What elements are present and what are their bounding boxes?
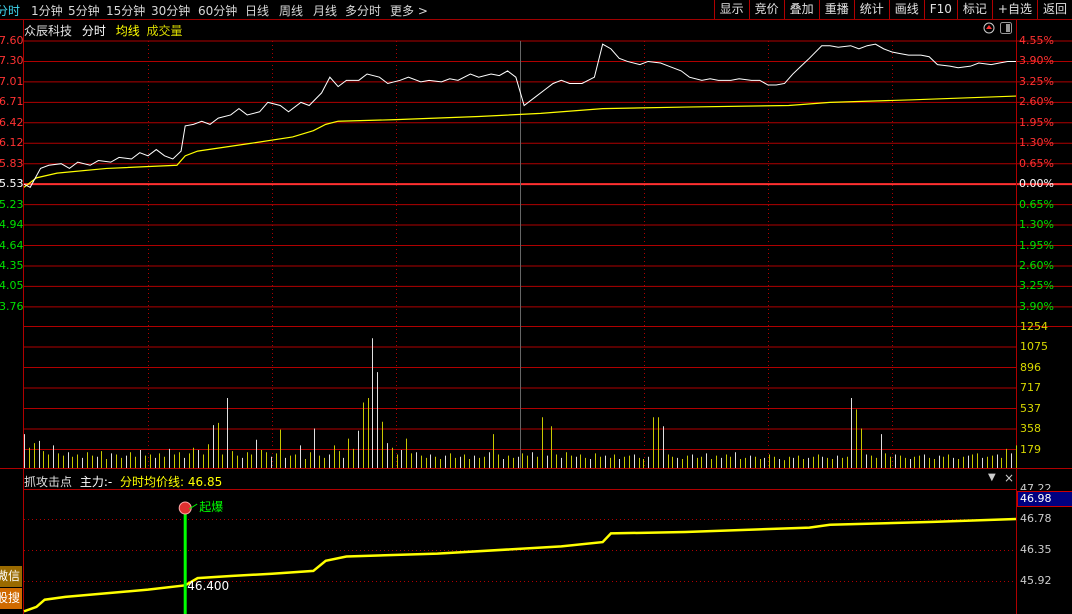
price-axis-label: 5.23 [0,197,24,211]
pct-axis-label: 3.25% [1019,279,1054,293]
signal-pointer [188,503,198,510]
signal-label: 起爆 [199,500,224,514]
toolbar-button-6[interactable]: F10 [923,0,957,19]
toolbar-button-9[interactable]: 返回 [1036,0,1072,19]
volume-axis-label: 537 [1020,401,1041,415]
indicator-axis-label: 46.78 [1020,512,1052,525]
legend-fenshi[interactable]: 分时 [81,24,106,38]
period-tab-9[interactable]: 多分时 [345,4,382,18]
signal-value: 46.400 [187,579,230,593]
period-tab-10[interactable]: 更多 > [390,4,428,18]
toolbar-button-4[interactable]: 统计 [853,0,889,19]
pct-axis-label: 3.90% [1019,299,1054,313]
legend-volume[interactable]: 成交量 [146,24,183,38]
price-axis-label: 4.05 [0,279,24,293]
pct-axis-label: 1.95% [1019,115,1054,129]
signal-ball-icon [178,501,192,515]
price-axis-label: 7.01 [0,74,24,88]
legend-avg-line[interactable]: 均线 [115,24,140,38]
volume-axis-label: 896 [1020,360,1041,374]
price-axis-label: 3.76 [0,299,24,313]
current-price-badge: 46.98 [1017,491,1072,507]
price-axis-label: 4.64 [0,238,24,252]
close-icon[interactable]: × [1004,471,1015,485]
pct-axis-label: 1.30% [1019,136,1054,150]
pct-axis-label: 3.25% [1019,74,1054,88]
period-tab-0[interactable]: 分时 [0,4,21,18]
period-tab-7[interactable]: 周线 [279,4,304,18]
toolbar-button-1[interactable]: 竞价 [748,0,784,19]
period-tab-1[interactable]: 1分钟 [31,4,63,18]
price-axis-label: 5.83 [0,156,24,170]
price-axis-label: 6.12 [0,136,24,150]
period-tab-8[interactable]: 月线 [313,4,338,18]
pct-axis-label: 2.60% [1019,258,1054,272]
toolbar-button-7[interactable]: 标记 [956,0,992,19]
toolbar-button-2[interactable]: 叠加 [783,0,819,19]
toolbar-button-3[interactable]: 重播 [818,0,854,19]
avg-price-indicator-line [23,517,1017,613]
chart-title: 众辰科技 分时 均线 成交量 [24,22,189,39]
panel-toggle-icon[interactable] [1000,22,1012,37]
dropdown-icon[interactable]: ▼ [988,472,996,483]
period-tab-2[interactable]: 5分钟 [68,4,100,18]
pct-axis-label: 3.90% [1019,54,1054,68]
side-button-wechat[interactable]: 微信 [0,566,22,587]
volume-axis-label: 1254 [1020,319,1048,333]
period-tab-5[interactable]: 60分钟 [198,4,238,18]
toolbar-button-0[interactable]: 显示 [713,0,749,19]
period-tab-4[interactable]: 30分钟 [151,4,191,18]
volume-axis-label: 179 [1020,442,1041,456]
price-axis-label: 6.71 [0,95,24,109]
main-force-value: 主力:- [79,475,113,489]
pct-axis-label: 0.00% [1019,177,1054,191]
price-axis-label: 5.53 [0,177,24,191]
volume-axis-label: 1075 [1020,340,1048,353]
indicator-header: 抓攻击点 主力:- 分时均价线: 46.85 [24,473,222,490]
pct-axis-label: 4.55% [1019,34,1054,47]
toolbar-button-5[interactable]: 画线 [888,0,924,19]
side-button-search[interactable]: 股搜 [0,588,22,609]
stock-name: 众辰科技 [24,24,73,38]
price-axis-label: 7.60 [0,34,24,47]
volume-axis-label: 717 [1020,381,1041,394]
pct-axis-label: 2.60% [1019,95,1054,109]
pct-axis-label: 0.65% [1019,156,1054,170]
avg-price-line [23,95,1017,188]
period-tab-3[interactable]: 15分钟 [106,4,146,18]
indicator-title: 抓攻击点 [24,475,73,489]
price-line [23,43,1016,188]
indicator-axis-label: 46.35 [1020,543,1052,556]
price-axis-label: 6.42 [0,115,24,129]
price-axis-label: 7.30 [0,54,24,68]
pct-axis-label: 1.95% [1019,238,1054,252]
scroll-up-icon[interactable] [983,22,995,37]
toolbar-button-8[interactable]: +自选 [991,0,1037,19]
pct-axis-label: 0.65% [1019,197,1054,211]
price-axis-label: 4.35 [0,258,24,272]
pct-axis-label: 1.30% [1019,218,1054,232]
indicator-axis-label: 45.92 [1020,574,1052,587]
indicator-axis-label: 47.22 [1020,483,1052,490]
toolbar: 分时 1分钟 5分钟 15分钟 30分钟 60分钟 日线 周线 月线 多分时 更多 > 显示 竞价 叠加… [0,0,1072,20]
price-axis-label: 4.94 [0,218,24,232]
period-tab-6[interactable]: 日线 [245,4,270,18]
volume-axis-label: 358 [1020,422,1041,435]
avg-price-value: 分时均价线: 46.85 [120,475,223,489]
